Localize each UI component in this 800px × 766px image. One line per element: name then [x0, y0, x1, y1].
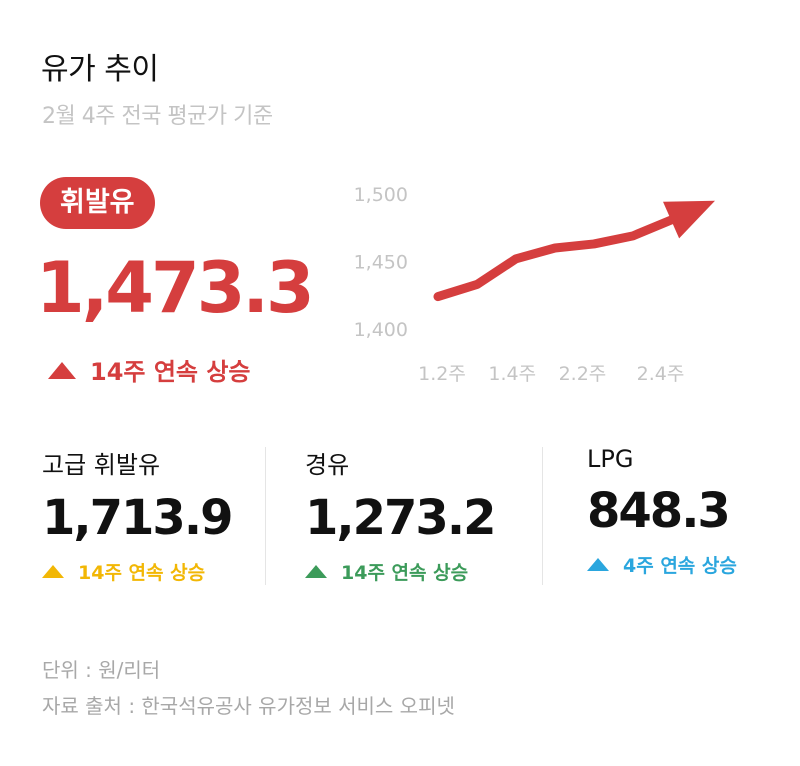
- unit-note: 단위 : 원/리터: [42, 658, 161, 682]
- x-axis-ticks: 1.2주 1.4주 2.2주 2.4주: [418, 363, 684, 385]
- fuel-card-value: 848.3: [587, 483, 731, 539]
- fuel-card-trend-text: 4주 연속 상승: [623, 555, 737, 577]
- fuel-card-label: LPG: [587, 445, 634, 473]
- source-note: 자료 출처 : 한국석유공사 유가정보 서비스 오피넷: [42, 694, 455, 718]
- y-tick-label: 1,450: [354, 252, 408, 274]
- fuel-card-trend-text: 14주 연속 상승: [78, 562, 206, 584]
- gasoline-trend: 14주 연속 상승: [48, 352, 251, 387]
- x-tick-label: 2.2주: [559, 363, 607, 385]
- fuel-card-lpg: LPG 848.3 4주 연속 상승: [587, 445, 737, 587]
- up-triangle-icon: [42, 565, 64, 578]
- fuel-card-trend: 4주 연속 상승: [587, 551, 737, 578]
- series-line: [433, 213, 682, 302]
- card-divider: [265, 447, 266, 585]
- gasoline-price-value: 1,473.3: [36, 247, 315, 329]
- x-tick-label: 1.2주: [418, 363, 466, 385]
- up-triangle-icon: [305, 565, 327, 578]
- series-group: [433, 200, 715, 302]
- fuel-card-label: 고급 휘발유: [42, 451, 161, 479]
- x-tick-label: 1.4주: [488, 363, 536, 385]
- trend-arrowhead: [663, 200, 715, 239]
- fuel-card-label: 경유: [305, 451, 350, 479]
- card-divider: [542, 447, 543, 585]
- page-title: 유가 추이: [41, 52, 159, 87]
- up-triangle-icon: [48, 361, 76, 379]
- x-tick-label: 2.4주: [637, 363, 685, 385]
- gasoline-trend-text: 14주 연속 상승: [90, 358, 251, 386]
- fuel-card-trend: 14주 연속 상승: [42, 558, 231, 585]
- fuel-card-premium-gasoline: 고급 휘발유 1,713.9 14주 연속 상승: [42, 445, 233, 587]
- fuel-card-trend: 14주 연속 상승: [305, 558, 494, 585]
- page-subtitle: 2월 4주 전국 평균가 기준: [42, 104, 273, 129]
- fuel-card-trend-text: 14주 연속 상승: [341, 562, 469, 584]
- up-triangle-icon: [587, 558, 609, 571]
- price-trend-chart: 1,500 1,450 1,400 1.2주 1.4주 2.2주 2.4주: [354, 184, 715, 385]
- y-axis-ticks: 1,500 1,450 1,400: [354, 184, 408, 341]
- fuel-card-value: 1,273.2: [305, 490, 496, 546]
- fuel-badge-gasoline: 휘발유: [40, 177, 155, 229]
- fuel-card-diesel: 경유 1,273.2 14주 연속 상승: [305, 445, 496, 587]
- fuel-card-value: 1,713.9: [42, 490, 233, 546]
- y-tick-label: 1,400: [354, 319, 408, 341]
- y-tick-label: 1,500: [354, 184, 408, 206]
